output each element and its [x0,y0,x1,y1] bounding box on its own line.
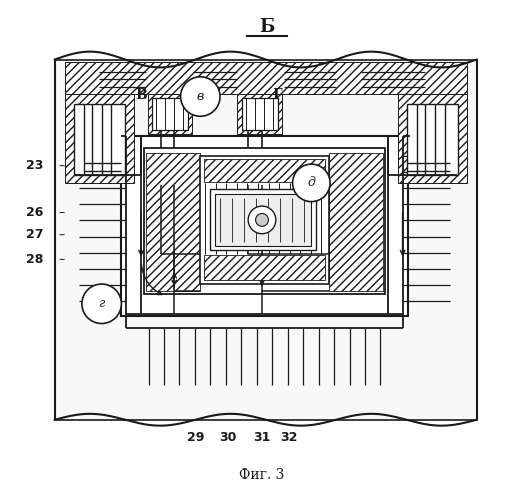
Bar [64,62,467,94]
Text: Фиг. 3: Фиг. 3 [239,469,285,483]
Text: Г: Г [272,88,281,102]
Bar [242,98,278,130]
Text: Б: Б [259,18,275,36]
Bar [215,194,311,246]
Bar [398,94,467,183]
Text: 26: 26 [26,206,43,219]
Text: 27: 27 [26,228,44,241]
Bar [148,94,192,134]
Text: 29: 29 [187,431,204,444]
Bar [152,98,188,130]
Bar [407,104,458,176]
Circle shape [248,206,276,234]
Text: 23: 23 [26,159,43,172]
Circle shape [256,214,268,227]
Bar [144,148,385,294]
Circle shape [292,164,330,202]
Bar [237,94,282,134]
Bar [146,153,200,291]
Text: д: д [308,176,315,190]
Circle shape [82,284,122,323]
Bar [329,153,383,291]
Text: г: г [99,297,105,310]
Text: 28: 28 [26,253,43,266]
Text: В: В [135,88,147,102]
Text: 30: 30 [219,431,236,444]
Bar [122,136,408,316]
Bar [200,156,329,284]
Bar [435,94,467,126]
Bar [210,189,316,250]
Bar [64,94,97,126]
Bar [54,59,477,420]
Bar [204,159,325,183]
Bar [73,104,125,176]
Circle shape [181,77,220,116]
Text: в: в [196,90,204,103]
Text: 31: 31 [253,431,271,444]
Bar [204,255,325,280]
Text: 32: 32 [280,431,298,444]
Bar [64,94,134,183]
